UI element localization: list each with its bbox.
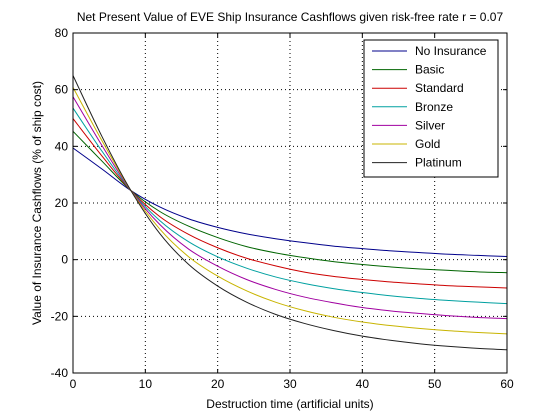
legend-label-basic: Basic — [415, 63, 444, 77]
x-tick-label: 20 — [211, 377, 225, 391]
y-tick-label: 20 — [55, 196, 69, 210]
legend-items: No Insurance Basic Standard Bronze Silver Gol… — [372, 44, 487, 170]
series-lines — [72, 75, 508, 351]
series-line-no-insurance — [72, 147, 508, 258]
legend-label-no-insurance: No Insurance — [415, 44, 487, 58]
series-line-silver — [72, 96, 508, 320]
x-tick-label: 60 — [500, 377, 514, 391]
y-tick-label: 40 — [55, 139, 69, 153]
legend-label-standard: Standard — [415, 81, 464, 95]
x-tick-label: 10 — [139, 377, 153, 391]
legend-label-gold: Gold — [415, 137, 440, 151]
series-line-bronze — [72, 107, 508, 305]
y-tick-label: 60 — [55, 83, 69, 97]
x-tick-label: 40 — [356, 377, 370, 391]
legend-label-bronze: Bronze — [415, 100, 453, 114]
legend: No Insurance Basic Standard Bronze Silver Gol… — [363, 39, 499, 178]
y-tick-label: 80 — [55, 26, 69, 40]
series-line-gold — [72, 87, 508, 335]
axis-ticks: 0 10 20 30 40 50 60 -40 -20 0 20 40 60 80 — [51, 26, 514, 391]
x-tick-label: 0 — [70, 377, 77, 391]
y-tick-label: -40 — [51, 366, 69, 380]
legend-label-platinum: Platinum — [415, 156, 462, 170]
series-line-platinum — [72, 75, 508, 351]
legend-label-silver: Silver — [415, 118, 445, 132]
y-tick-label: -20 — [51, 309, 69, 323]
y-axis-label: Value of Insurance Cashflows (% of ship … — [30, 81, 44, 325]
y-tick-label: 0 — [61, 253, 68, 267]
chart-title: Net Present Value of EVE Ship Insurance … — [77, 10, 504, 24]
x-tick-label: 50 — [428, 377, 442, 391]
x-axis-label: Destruction time (artificial units) — [206, 397, 373, 411]
series-line-standard — [72, 118, 508, 289]
x-tick-label: 30 — [283, 377, 297, 391]
series-line-basic — [72, 130, 508, 274]
legend-box — [363, 39, 499, 178]
